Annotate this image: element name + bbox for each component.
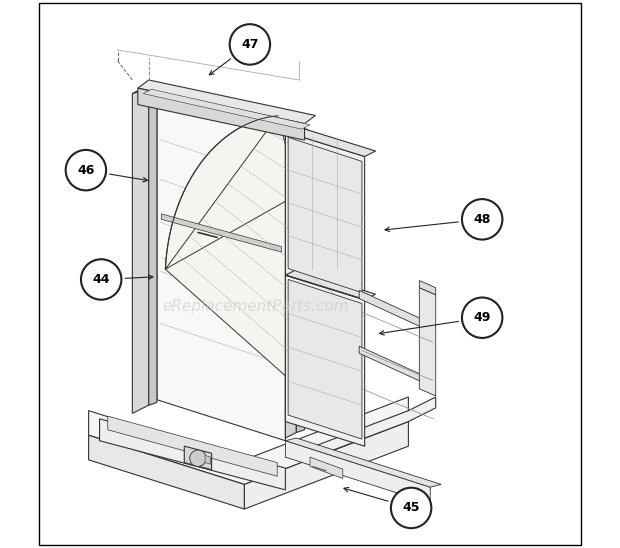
Polygon shape	[359, 346, 425, 383]
Polygon shape	[285, 270, 376, 300]
Polygon shape	[138, 80, 316, 124]
Text: 44: 44	[92, 273, 110, 286]
Polygon shape	[419, 281, 436, 295]
Text: 45: 45	[402, 501, 420, 515]
Polygon shape	[157, 94, 285, 441]
Polygon shape	[108, 416, 277, 476]
Text: 47: 47	[241, 38, 259, 51]
Polygon shape	[285, 438, 441, 487]
Circle shape	[66, 150, 106, 190]
Polygon shape	[132, 83, 157, 94]
Circle shape	[190, 450, 206, 466]
Polygon shape	[89, 397, 409, 484]
Polygon shape	[285, 129, 296, 438]
Polygon shape	[143, 89, 310, 129]
Circle shape	[391, 488, 432, 528]
Polygon shape	[184, 446, 211, 470]
Circle shape	[462, 199, 502, 239]
Polygon shape	[285, 441, 430, 504]
Text: eReplacementParts.com: eReplacementParts.com	[162, 299, 348, 315]
Polygon shape	[310, 457, 343, 478]
Circle shape	[229, 24, 270, 65]
Circle shape	[462, 298, 502, 338]
Text: 49: 49	[474, 311, 491, 324]
Circle shape	[81, 259, 122, 300]
Polygon shape	[288, 279, 362, 439]
Polygon shape	[89, 435, 244, 509]
Polygon shape	[244, 421, 409, 509]
Text: 48: 48	[474, 213, 491, 226]
Polygon shape	[138, 88, 304, 140]
Polygon shape	[285, 132, 365, 299]
Polygon shape	[288, 138, 362, 293]
Polygon shape	[161, 214, 281, 252]
Polygon shape	[359, 290, 425, 329]
Polygon shape	[419, 288, 436, 396]
Polygon shape	[285, 275, 365, 446]
Polygon shape	[205, 455, 211, 464]
Polygon shape	[100, 419, 285, 490]
Polygon shape	[308, 397, 436, 460]
Text: 46: 46	[78, 164, 95, 176]
Polygon shape	[132, 85, 149, 413]
Polygon shape	[149, 83, 157, 405]
Polygon shape	[166, 116, 365, 446]
Polygon shape	[285, 127, 376, 157]
Polygon shape	[296, 127, 304, 432]
